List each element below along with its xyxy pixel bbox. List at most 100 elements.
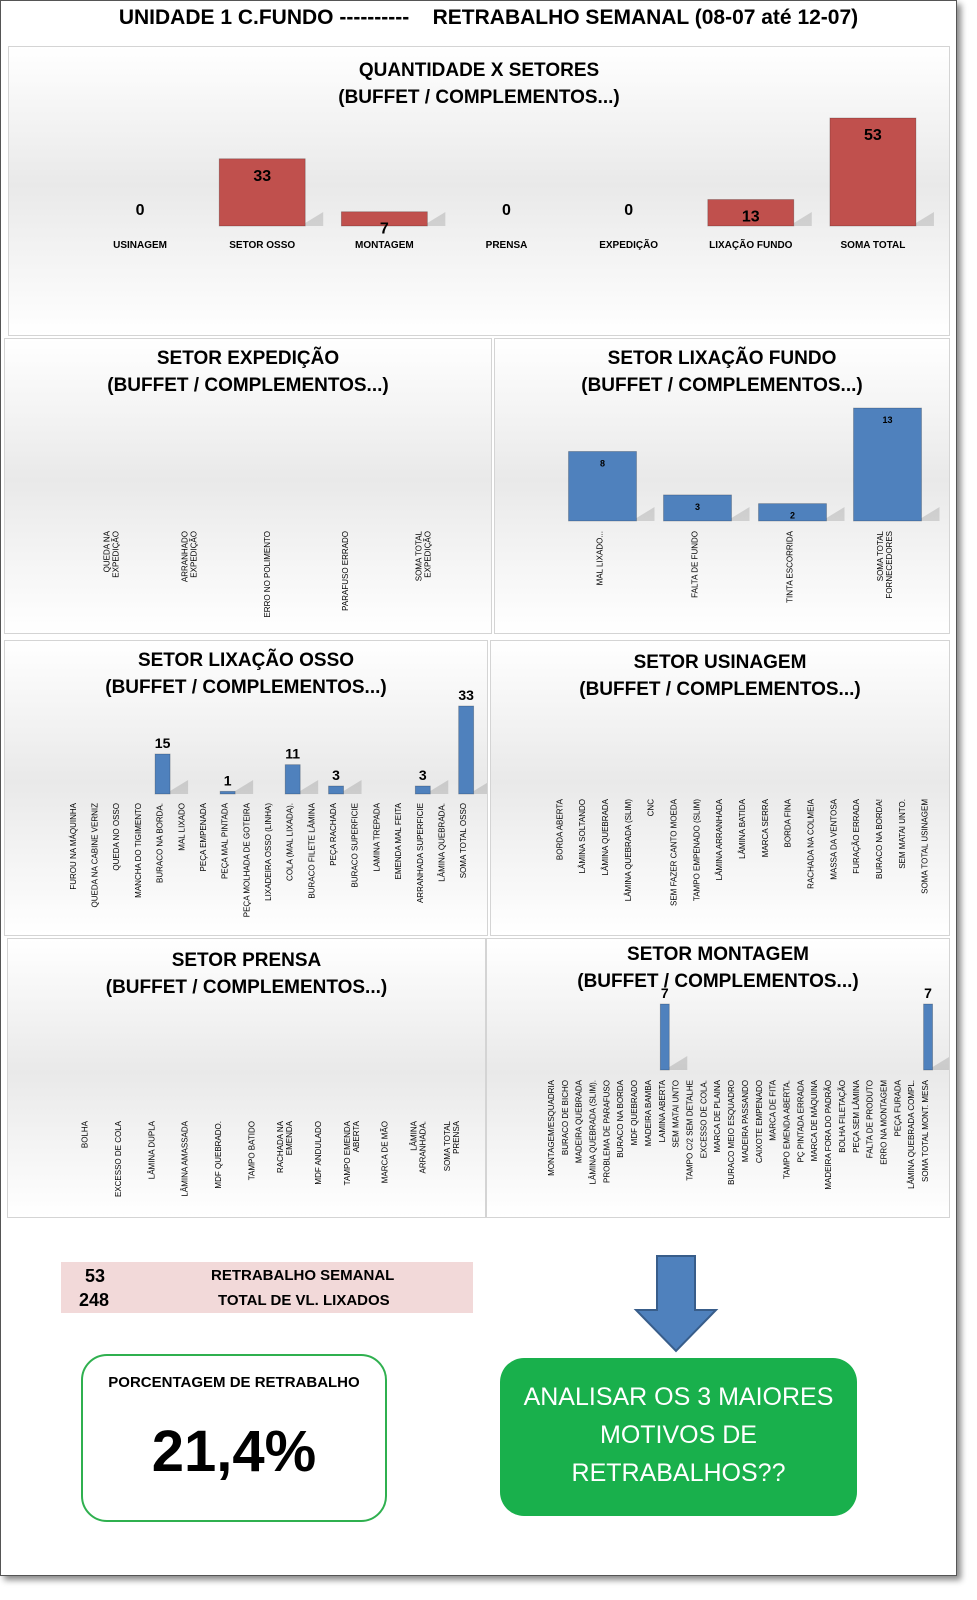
category-label: RACHADA NA COLMEIA — [806, 798, 815, 888]
data-label: 3 — [332, 767, 340, 783]
category-label: PÇ PINTADA ERRADA — [796, 1079, 805, 1162]
bar — [458, 705, 475, 795]
category-label: RACHADA NAEMENDA — [276, 1120, 294, 1173]
category-label: BORDA FINA — [784, 798, 793, 847]
bar — [707, 199, 795, 227]
chart-svg: 0 USINAGEM 33 SETOR OSSO 7 MONTAGEM 0 PRENSA 0 EX… — [113, 117, 934, 251]
chart-panel-lixacao-fundo: 8 MAL LIXADO... 3 FALTA DE FUNDO 2 TINTA ESCO… — [494, 338, 950, 634]
category-label: BOLHA FILETAÇÃO — [838, 1080, 847, 1153]
bar — [758, 503, 827, 522]
category-label: PEÇA MAL PINTADA — [221, 802, 230, 879]
bar-shadow — [300, 780, 319, 794]
chart-svg: 8 MAL LIXADO... 3 FALTA DE FUNDO 2 TINTA ESCO… — [568, 407, 940, 603]
chart-subtitle: (BUFFET / COMPLEMENTOS...) — [579, 679, 861, 700]
category-label: MASSA DA VENTOSA — [829, 798, 838, 879]
category-label: PEÇA FURADA — [893, 1079, 902, 1136]
chart-title: SETOR LIXAÇÃO OSSO — [137, 650, 355, 671]
bar — [923, 1003, 933, 1071]
bar — [568, 451, 637, 522]
bar-shadow — [427, 212, 446, 226]
weekly-rework-label: RETRABALHO SEMANAL — [211, 1267, 395, 1284]
category-label: MARCA DE MÁQUINA — [810, 1079, 819, 1161]
bar-shadow — [636, 507, 655, 521]
category-label: SOMA TOTAL MONT. MESA — [921, 1079, 930, 1182]
bar — [663, 494, 732, 522]
data-label: 0 — [624, 202, 633, 219]
chart-subtitle: (BUFFET / COMPLEMENTOS...) — [577, 971, 859, 992]
chart-svg: QUEDA NAEXPEDIÇÃO ARRANHADOEXPEDIÇÃO ERRO … — [103, 530, 433, 618]
category-label: MARCA DE FITA — [769, 1079, 778, 1140]
bar — [328, 785, 344, 795]
data-label: 7 — [380, 221, 389, 238]
bar-shadow — [473, 782, 487, 794]
category-label: LÂMINA QUEBRADA — [601, 798, 610, 875]
category-label: BOLHA — [81, 1120, 90, 1148]
data-label: 53 — [864, 127, 882, 144]
category-label: SOMA TOTALEXPEDIÇÃO — [415, 530, 433, 581]
category-label: LIXAÇÃO FUNDO — [709, 238, 793, 251]
category-label: LÂMINA SOLTANDO — [578, 799, 587, 873]
category-label: SEM FAZER CANTO MOEDA — [670, 798, 679, 906]
category-label: ERRO NO POLIMENTO — [263, 531, 272, 618]
category-label: LÂMINA QUEBRADA. — [437, 803, 446, 882]
chart-title: SETOR LIXAÇÃO FUNDO — [607, 348, 837, 369]
bar-shadow — [669, 1056, 688, 1070]
category-label: MDF QUEBRADO — [630, 1080, 639, 1145]
bar-shadow — [305, 212, 324, 226]
category-label: MADEIRA PASSANDO — [741, 1080, 750, 1162]
bar-shadow — [915, 212, 934, 226]
total-sanded-value: 248 — [79, 1290, 110, 1310]
category-label: LÂMINA AMASSADA — [181, 1120, 190, 1196]
summary-box: 53 RETRABALHO SEMANAL 248 TOTAL DE VL. L… — [61, 1262, 473, 1313]
percentage-value: 21,4% — [151, 1419, 317, 1484]
category-label: LAMINA ABERTA — [658, 1079, 667, 1142]
category-label: LÂMINA QUEBRADA (SLIM). — [589, 1080, 598, 1184]
category-label: LIXADEIRA OSSO (LINHA) — [264, 803, 273, 901]
category-label: MARCA SERRA — [761, 798, 770, 857]
data-label: 3 — [419, 767, 427, 783]
category-label: SOMA TOTALPRENSA — [443, 1120, 461, 1171]
bar-shadow — [170, 780, 189, 794]
category-label: ERRO NA MONTAGEM — [880, 1080, 889, 1165]
chart-title: SETOR USINAGEM — [633, 652, 807, 673]
bar — [218, 158, 306, 227]
data-label: 11 — [285, 746, 300, 762]
category-label: SOMA TOTALFORNECEDORES — [876, 530, 894, 598]
category-label: MONTAGEM/ESQUADRIA — [547, 1079, 556, 1176]
data-label: 8 — [600, 458, 605, 468]
data-label: 2 — [790, 511, 795, 521]
category-label: PRENSA — [486, 240, 528, 251]
chart-panel-usinagem: BORDA ABERTA LÂMINA SOLTANDO LÂMINA QUEBRA… — [490, 640, 950, 936]
category-label: TINTA ESCORRIDA — [786, 530, 795, 603]
data-label: 0 — [502, 202, 511, 219]
category-label: COLA (MAL LIXADA). — [286, 803, 295, 881]
data-label: 33 — [253, 168, 271, 185]
page-title: UNIDADE 1 C.FUNDO ---------- RETRABALHO … — [118, 6, 859, 29]
category-label: SETOR OSSO — [229, 240, 295, 251]
category-label: FUROU NA MÁQUINHA — [69, 802, 78, 889]
chart-svg: BOLHA EXCESSO DE COLA LÂMINA DUPLA LÂMINA A… — [81, 1120, 461, 1197]
chart-title: SETOR EXPEDIÇÃO — [156, 348, 340, 369]
category-label: BURACO NA BORDA — [616, 1079, 625, 1157]
chart-panel-lixacao-osso: FUROU NA MÁQUINHA QUEDA NA CABINE VERNIZ Q… — [4, 640, 488, 936]
category-label: SEM MATAI UNTO — [672, 1080, 681, 1148]
rework-percentage-box: PORCENTAGEM DE RETRABALHO 21,4% — [81, 1354, 387, 1522]
data-label: 15 — [155, 735, 171, 751]
chart-panel-setores: 0 USINAGEM 33 SETOR OSSO 7 MONTAGEM 0 PRENSA 0 EX… — [8, 46, 950, 336]
category-label: LÂMINA DUPLA — [147, 1120, 156, 1179]
category-label: MADEIRA QUEBRADA — [575, 1079, 584, 1163]
data-label: 7 — [924, 985, 932, 1001]
category-label: USINAGEM — [113, 240, 167, 251]
category-label: SOMA TOTAL — [841, 240, 906, 251]
data-label: 1 — [224, 772, 232, 788]
chart-title: SETOR PRENSA — [171, 950, 322, 971]
chart-subtitle: (BUFFET / COMPLEMENTOS...) — [105, 977, 388, 998]
bar-shadow — [826, 507, 845, 521]
data-label: 0 — [136, 202, 145, 219]
category-label: BURACO NA BORDA. — [156, 803, 165, 883]
chart-panel-montagem: MONTAGEM/ESQUADRIA BURACO DE BICHO MADEIRA… — [486, 938, 950, 1218]
category-label: EXCESSO DE COLA — [114, 1120, 123, 1197]
category-label: QUEDA NAEXPEDIÇÃO — [103, 530, 121, 577]
chart-subtitle: (BUFFET / COMPLEMENTOS...) — [581, 375, 863, 396]
chart-svg: BORDA ABERTA LÂMINA SOLTANDO LÂMINA QUEBRA… — [555, 798, 929, 906]
